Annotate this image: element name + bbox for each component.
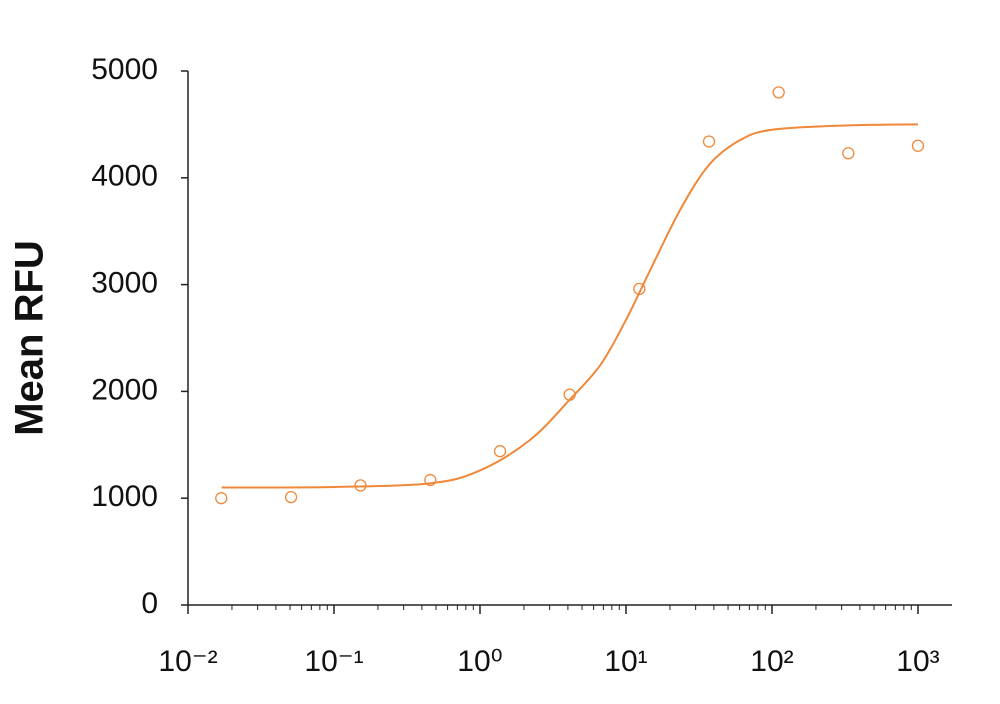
- data-point: [772, 86, 785, 99]
- x-tick-label: 10²: [750, 645, 793, 678]
- x-tick-label: 10³: [896, 645, 939, 678]
- y-axis-label: Mean RFU: [8, 240, 52, 436]
- y-tick-label: 4000: [91, 160, 158, 193]
- x-tick-label: 10⁻¹: [304, 645, 363, 678]
- fit-curve: [221, 123, 918, 489]
- data-point: [215, 492, 228, 505]
- x-tick-label: 10⁻²: [158, 645, 217, 678]
- data-point: [702, 135, 716, 148]
- y-tick-label: 2000: [91, 373, 158, 406]
- y-tick-label: 1000: [91, 480, 158, 513]
- x-tick-label: 10⁰: [457, 645, 502, 678]
- data-point: [633, 282, 646, 296]
- y-tick-label: 0: [141, 587, 158, 620]
- data-point: [842, 147, 855, 160]
- data-point: [493, 445, 507, 458]
- data-point: [424, 473, 437, 487]
- data-point: [911, 139, 925, 152]
- y-tick-label: 3000: [91, 267, 158, 300]
- data-point: [284, 490, 298, 504]
- data-point: [563, 388, 576, 401]
- data-point: [354, 479, 367, 492]
- y-tick-label: 5000: [91, 53, 158, 86]
- x-tick-label: 10¹: [604, 645, 647, 678]
